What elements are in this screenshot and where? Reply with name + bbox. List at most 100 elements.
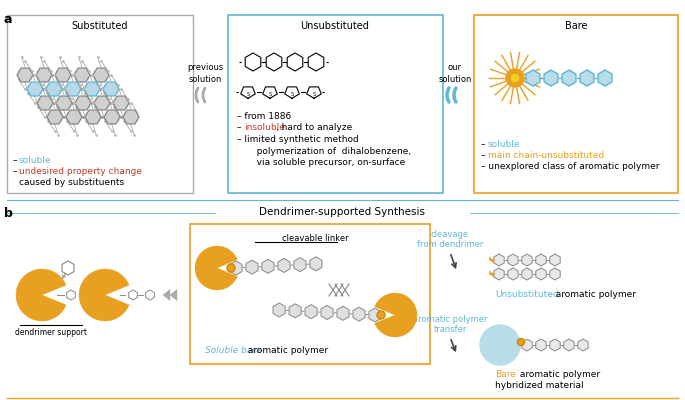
Polygon shape [56,96,72,110]
Polygon shape [536,268,546,280]
Polygon shape [113,96,129,110]
Text: aromatic polymer: aromatic polymer [550,290,636,299]
Polygon shape [278,258,290,272]
Polygon shape [55,68,71,82]
Polygon shape [536,339,546,351]
Text: S: S [312,92,316,98]
Text: b: b [4,207,13,220]
Text: –: – [481,151,488,160]
Polygon shape [65,82,81,96]
Polygon shape [310,257,322,271]
Polygon shape [564,339,574,351]
Polygon shape [47,110,63,124]
Polygon shape [273,303,285,317]
Text: S: S [269,92,271,98]
Polygon shape [27,82,43,96]
Polygon shape [163,289,170,301]
Polygon shape [74,68,90,82]
Polygon shape [195,246,237,290]
Circle shape [480,325,520,365]
Polygon shape [353,307,365,321]
Polygon shape [522,268,532,280]
Text: caused by substituents: caused by substituents [19,178,124,187]
Text: Bare: Bare [495,370,516,379]
Polygon shape [17,68,33,82]
Polygon shape [305,305,317,319]
Polygon shape [536,254,546,266]
Text: Unsubstituted: Unsubstituted [301,21,369,31]
Text: cleavable linker: cleavable linker [282,234,348,243]
Polygon shape [580,70,594,86]
Text: – from 1886: – from 1886 [237,112,291,121]
Polygon shape [104,110,120,124]
Text: –: – [13,167,21,176]
Text: undesired property change: undesired property change [19,167,142,176]
Polygon shape [246,260,258,274]
Polygon shape [289,304,301,318]
Polygon shape [294,258,306,272]
FancyBboxPatch shape [228,15,443,193]
Polygon shape [94,96,110,110]
Text: soluble: soluble [19,156,51,165]
Polygon shape [103,82,119,96]
Polygon shape [85,110,101,124]
Circle shape [510,73,520,83]
Polygon shape [562,70,576,86]
Text: Substituted: Substituted [72,21,128,31]
Polygon shape [36,68,52,82]
Circle shape [377,311,385,319]
Text: aromatic polymer: aromatic polymer [517,370,600,379]
Polygon shape [337,306,349,320]
Text: a: a [4,13,12,26]
Polygon shape [262,259,274,273]
Polygon shape [508,268,518,280]
FancyBboxPatch shape [190,224,430,364]
Polygon shape [321,306,333,320]
Polygon shape [37,96,53,110]
Polygon shape [79,269,129,321]
Text: previous
solution: previous solution [187,63,223,84]
Text: – limited synthetic method: – limited synthetic method [237,135,359,144]
Polygon shape [494,268,504,280]
Polygon shape [170,289,177,301]
Polygon shape [550,339,560,351]
Text: cleavage
from dendrimer: cleavage from dendrimer [416,230,483,250]
Circle shape [227,264,235,272]
Text: Unsubstituted: Unsubstituted [495,290,559,299]
Polygon shape [16,269,66,321]
Polygon shape [46,82,62,96]
Text: S: S [247,92,249,98]
FancyBboxPatch shape [7,15,193,193]
Text: polymerization of  dihalobenzene,: polymerization of dihalobenzene, [248,146,411,156]
Circle shape [517,338,525,346]
Text: –: – [481,140,488,149]
Text: dendrimer support: dendrimer support [15,328,87,337]
Polygon shape [550,254,560,266]
Text: insoluble: insoluble [244,124,285,132]
Text: –: – [237,124,245,132]
Text: aromatic polymer: aromatic polymer [245,346,328,355]
FancyBboxPatch shape [474,15,678,193]
Text: our
solution: our solution [438,63,472,84]
Text: soluble: soluble [488,140,521,149]
Polygon shape [375,293,417,337]
Polygon shape [93,68,109,82]
Text: main chain-unsubstituted: main chain-unsubstituted [488,151,604,160]
Text: S: S [290,92,294,98]
Text: aromatic polymer
transfer: aromatic polymer transfer [413,315,487,334]
Polygon shape [508,254,518,266]
Polygon shape [522,254,532,266]
Polygon shape [526,70,540,86]
Text: hybridized material: hybridized material [495,381,584,390]
Text: Bare: Bare [564,21,587,31]
Polygon shape [522,339,532,351]
Polygon shape [66,110,82,124]
Text: Dendrimer-supported Synthesis: Dendrimer-supported Synthesis [259,207,425,217]
Polygon shape [75,96,91,110]
Polygon shape [84,82,100,96]
Text: , hard to analyze: , hard to analyze [276,124,352,132]
Text: –: – [13,156,21,165]
Polygon shape [598,70,612,86]
Polygon shape [230,261,242,275]
Text: via soluble precursor, on-surface: via soluble precursor, on-surface [248,158,406,167]
